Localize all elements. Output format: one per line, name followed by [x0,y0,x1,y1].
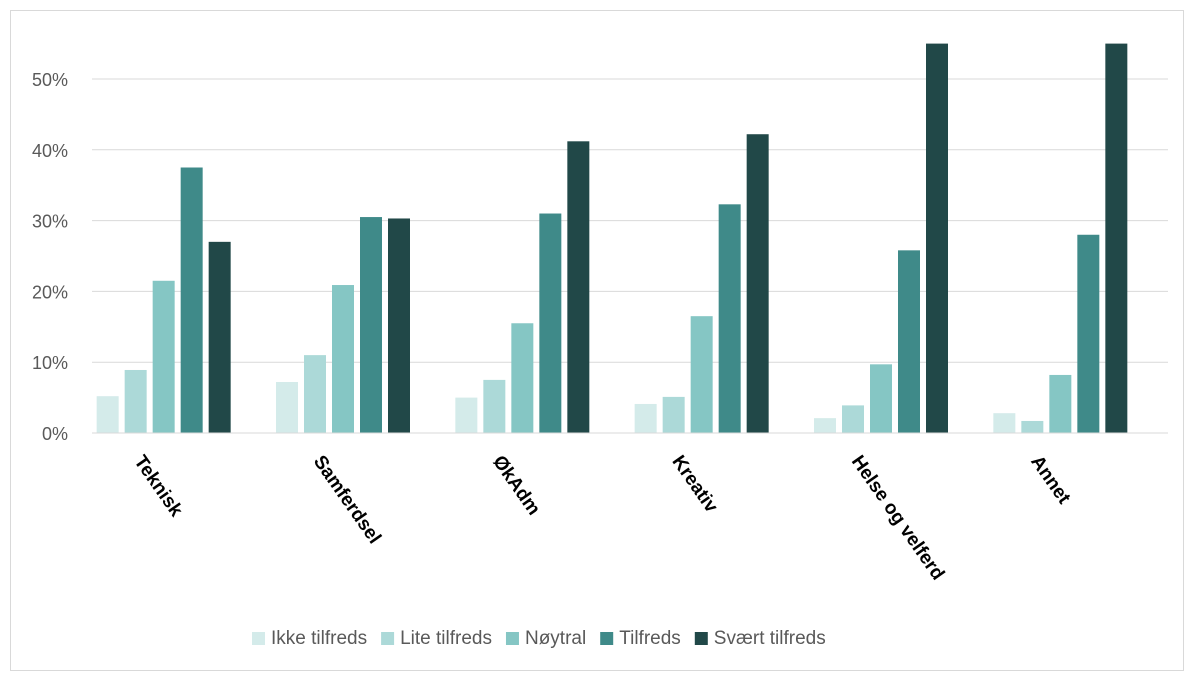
bar-økadm-ikke-tilfreds [455,397,478,433]
bar-annet-tilfreds [1077,234,1100,433]
y-tick-label: 30% [32,212,68,232]
bars [96,43,1128,433]
bar-samferdsel-ikke-tilfreds [276,382,298,433]
bar-kreativ-tilfreds [718,204,741,433]
bar-kreativ-nøytral [690,316,713,433]
bar-økadm-svært-tilfreds [567,141,590,433]
legend-label: Svært tilfreds [714,628,826,649]
legend-label: Lite tilfreds [400,628,492,649]
bar-teknisk-ikke-tilfreds [96,396,119,433]
category-label: Kreativ [668,452,722,517]
bar-teknisk-svært-tilfreds [208,241,231,433]
legend: Ikke tilfreds Lite tilfreds Nøytral Tilfred… [252,628,826,649]
category-label: Teknisk [130,452,187,521]
bar-kreativ-lite-tilfreds [662,396,685,433]
bar-samferdsel-svært-tilfreds [388,218,410,433]
y-tick-label: 20% [32,282,68,302]
legend-label: Ikke tilfreds [271,628,367,649]
bar-teknisk-nøytral [152,280,175,433]
legend-label: Tilfreds [619,628,681,649]
category-label: Annet [1026,452,1074,509]
legend-label: Nøytral [525,628,586,649]
bar-annet-svært-tilfreds [1105,43,1128,433]
y-axis-tick-labels: 0% 10% 20% 30% 40% 50% [32,70,68,444]
bar-annet-nøytral [1049,374,1072,433]
category-labels: Teknisk Samferdsel ØkAdm Kreativ Helse og ve… [130,452,1075,584]
legend-item: Ikke tilfreds [252,628,367,649]
bar-teknisk-lite-tilfreds [124,369,147,433]
legend-item: Svært tilfreds [694,628,826,649]
legend-swatch [600,632,614,645]
bar-kreativ-ikke-tilfreds [634,403,657,433]
bar-kreativ-svært-tilfreds [746,134,769,433]
bar-samferdsel-lite-tilfreds [304,355,326,433]
legend-swatch [694,632,708,645]
category-label: Helse og velferd [847,452,948,584]
bar-helse-og-velferd-svært-tilfreds [926,43,948,433]
gridlines [92,78,1168,363]
bar-helse-og-velferd-nøytral [870,364,892,433]
bar-økadm-nøytral [511,323,534,433]
category-label: ØkAdm [488,452,544,519]
category-label: Samferdsel [309,452,385,548]
legend-item: Lite tilfreds [381,628,492,649]
legend-item: Tilfreds [600,628,681,649]
y-tick-label: 10% [32,353,68,373]
y-tick-label: 40% [32,141,68,161]
legend-item: Nøytral [505,628,586,649]
bar-samferdsel-nøytral [332,285,354,433]
y-tick-label: 50% [32,70,68,90]
legend-swatch [505,632,519,645]
legend-swatch [381,632,395,645]
bar-økadm-tilfreds [539,213,562,433]
bar-annet-lite-tilfreds [1021,420,1044,433]
bar-teknisk-tilfreds [180,167,203,433]
bar-helse-og-velferd-tilfreds [898,250,920,433]
y-tick-label: 0% [42,424,68,444]
bar-samferdsel-tilfreds [360,217,382,433]
bar-helse-og-velferd-ikke-tilfreds [814,418,836,433]
legend-swatch [252,632,265,645]
bar-annet-ikke-tilfreds [993,413,1016,433]
chart-frame [10,10,1184,671]
bar-helse-og-velferd-lite-tilfreds [842,405,864,433]
bar-økadm-lite-tilfreds [483,379,506,433]
